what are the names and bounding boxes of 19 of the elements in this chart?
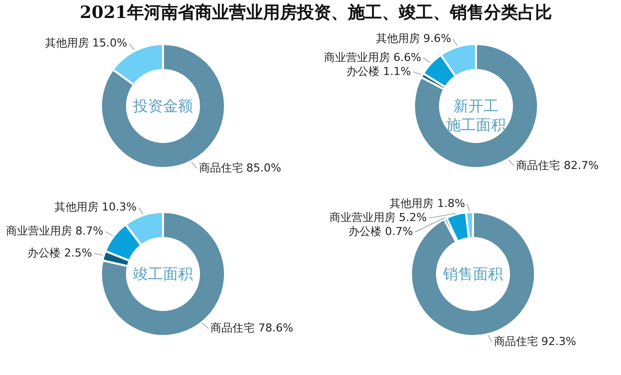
slice-label: 商品住宅 85.0% [198, 161, 282, 174]
slice-label: 商业营业用房 8.7% [6, 224, 104, 238]
text: 新开工施工面积 [446, 97, 506, 134]
slice-label: 商品住宅 92.3% [494, 334, 576, 348]
slice-label: 办公楼 1.1% [346, 64, 411, 78]
text: 投资金额 [132, 97, 193, 115]
text: 2021年河南省商业营业用房投资、施工、竣工、销售分类占比 [80, 3, 552, 23]
slice-label: 商业营业用房 6.6% [324, 50, 422, 64]
slice-label: 其他用房 10.3% [54, 200, 137, 214]
slice-label: 其他用房 9.6% [376, 32, 452, 46]
slice-label: 商品住宅 82.7% [516, 158, 599, 172]
slice-label: 办公楼 2.5% [28, 246, 92, 260]
slice-label: 其他用房 1.8% [390, 197, 466, 210]
slice-label: 办公楼 0.7% [348, 225, 413, 238]
slice-label: 商业营业用房 5.2% [329, 211, 427, 224]
text: 竣工面积 [133, 265, 193, 283]
text: 销售面积 [442, 265, 503, 283]
slice-label: 商品住宅 78.6% [210, 322, 294, 335]
slice-label: 其他用房 15.0% [44, 36, 128, 50]
